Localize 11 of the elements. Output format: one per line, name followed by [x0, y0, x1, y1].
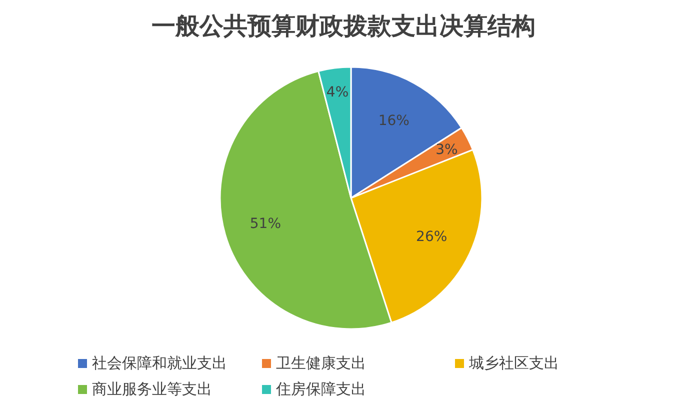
data-label: 4% — [326, 84, 349, 100]
data-label: 16% — [378, 112, 410, 129]
legend-label: 卫生健康支出 — [276, 354, 366, 372]
data-label: 51% — [250, 216, 282, 232]
legend-label: 城乡社区支出 — [468, 354, 559, 372]
legend-label: 住房保障支出 — [275, 380, 366, 398]
legend-label: 商业服务业等支出 — [92, 380, 212, 398]
data-label: 26% — [416, 228, 448, 245]
chart-title: 一般公共预算财政拨款支出决算结构 — [152, 11, 536, 40]
data-label: 3% — [436, 142, 458, 158]
legend-label: 社会保障和就业支出 — [92, 354, 227, 372]
